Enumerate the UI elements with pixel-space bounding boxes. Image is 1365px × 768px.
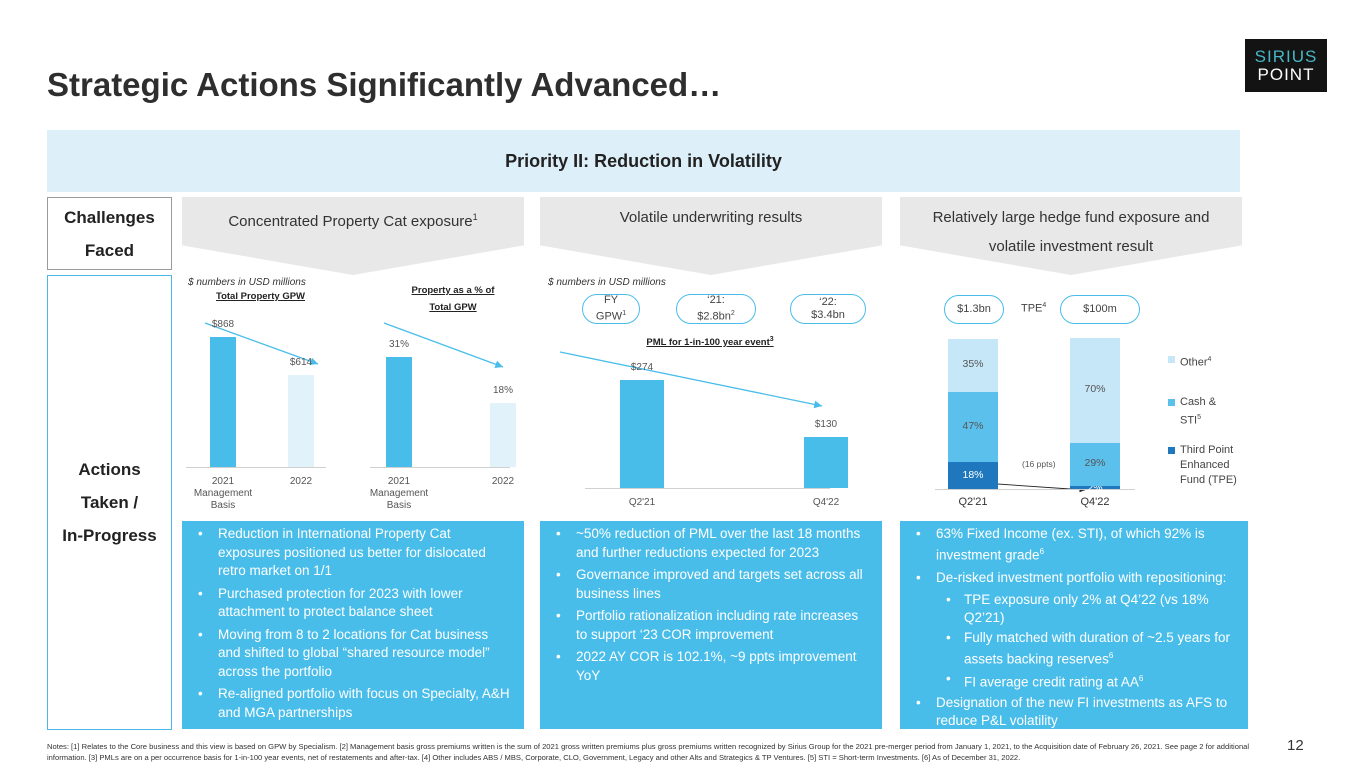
bar-1 (490, 403, 516, 467)
legend-item: Cash & STI5 (1180, 396, 1217, 427)
category-label: 2022 (289, 476, 313, 487)
actions-label-line1: Actions (78, 460, 141, 479)
category-label: 2021 Management Basis (193, 476, 253, 511)
bar-0 (386, 357, 412, 467)
slide-title: Strategic Actions Significantly Advanced… (47, 66, 722, 103)
stack-segment (1070, 337, 1120, 443)
category-label: Q2'21 (628, 497, 656, 508)
category-label: 2022 (491, 476, 515, 487)
legend-item: Other4 (1180, 356, 1212, 369)
stack-segment (948, 339, 998, 392)
chart-axis (585, 488, 830, 489)
trend-arrow-pml (559, 351, 823, 409)
trend-arrow-pct (383, 322, 504, 368)
data-label: $274 (630, 362, 654, 373)
stack-segment (1070, 486, 1120, 489)
segment-label: 35% (962, 358, 984, 371)
bar-0 (620, 380, 664, 488)
challenge-text-hedge-fund: Relatively large hedge fund exposure and… (932, 209, 1210, 255)
bullet-item: Moving from 8 to 2 locations for Cat bus… (194, 626, 512, 682)
legend-item: Third Point Enhanced Fund (TPE) (1180, 444, 1237, 486)
footnotes: Notes: [1] Relates to the Core business … (47, 742, 1250, 762)
segment-label: 47% (962, 419, 984, 432)
sirius-point-logo: SIRIUS POINT (1245, 39, 1327, 92)
bullet-item: 63% Fixed Income (ex. STI), of which 92%… (912, 525, 1236, 565)
segment-label: 29% (1084, 457, 1106, 470)
pill-100m: $100m (1060, 295, 1140, 324)
legend-swatch (1168, 356, 1175, 363)
stack-segment (948, 462, 998, 489)
actions-label: Actions Taken / In-Progress (47, 275, 172, 730)
pill-21-gpw: ‘21: $2.8bn2 (676, 294, 756, 324)
bar-1 (288, 375, 314, 467)
trend-arrow-gpw (204, 322, 319, 366)
logo-text-top: SIRIUS (1254, 46, 1318, 66)
challenges-label: Challenges Faced (47, 197, 172, 270)
pill-fy-gpw: FY GPW1 (582, 294, 640, 324)
bullets-underwriting: ~50% reduction of PML over the last 18 m… (540, 521, 882, 729)
bullet-item: De-risked investment portfolio with repo… (912, 569, 1236, 587)
pill-1-3bn: $1.3bn (944, 295, 1004, 324)
data-label: $614 (289, 357, 313, 369)
category-label: Q2'21 (958, 496, 988, 508)
bullet-item: Governance improved and targets set acro… (552, 566, 870, 603)
actions-label-line3: In-Progress (62, 526, 157, 545)
bullet-item: 2022 AY COR is 102.1%, ~9 ppts improveme… (552, 648, 870, 685)
data-label: 18% (492, 385, 513, 397)
bar-1 (804, 436, 848, 488)
bullet-item: Designation of the new FI investments as… (912, 694, 1236, 730)
sub-bullet-item: TPE exposure only 2% at Q4’22 (vs 18% Q2… (912, 591, 1236, 627)
segment-label: 70% (1084, 383, 1106, 395)
chart-axis (370, 467, 510, 468)
chart-axis (186, 467, 326, 468)
priority-banner: Priority II: Reduction in Volatility (47, 130, 1240, 192)
bullet-item: Purchased protection for 2023 with lower… (194, 585, 512, 622)
bullet-item: Portfolio rationalization including rate… (552, 607, 870, 644)
stack-segment (1070, 442, 1120, 486)
chart-title-total-property-gpw: Total Property GPW (215, 291, 306, 302)
ppts-note: (16 ppts) (1022, 459, 1056, 469)
bar-0 (210, 337, 236, 467)
stack-segment (948, 391, 998, 462)
bullet-item: Re-aligned portfolio with focus on Speci… (194, 685, 512, 722)
page-number: 12 (1287, 737, 1304, 754)
sub-bullet-item: Fully matched with duration of ~2.5 year… (912, 629, 1236, 669)
challenge-text-property-cat: Concentrated Property Cat exposure1 (228, 212, 478, 230)
legend-swatch (1168, 447, 1175, 454)
legend-swatch (1168, 399, 1175, 406)
challenge-text-underwriting: Volatile underwriting results (619, 209, 803, 226)
bullet-item: ~50% reduction of PML over the last 18 m… (552, 525, 870, 562)
challenge-chevron-property-cat: Concentrated Property Cat exposure1 (182, 197, 524, 275)
category-label: Q4'22 (812, 497, 840, 508)
actions-label-line2: Taken / (80, 493, 139, 512)
chart-title-property-pct: Property as a % of Total GPW (411, 285, 495, 313)
data-label: $868 (211, 319, 235, 330)
pill-22-gpw: ‘22: $3.4bn (790, 294, 866, 324)
bullet-item: Reduction in International Property Cat … (194, 525, 512, 581)
data-label: $130 (814, 418, 838, 430)
usd-note-col2: $ numbers in USD millions (548, 277, 666, 288)
data-label: 31% (388, 339, 409, 350)
bullets-hedge-fund: 63% Fixed Income (ex. STI), of which 92%… (900, 521, 1248, 729)
logo-text-bottom: POINT (1257, 64, 1315, 84)
challenges-label-line2: Faced (84, 240, 135, 260)
category-label: 2021 Management Basis (369, 476, 429, 511)
bullets-property-cat: Reduction in International Property Cat … (182, 521, 524, 729)
category-label: Q4'22 (1080, 496, 1110, 508)
segment-label: 18% (962, 468, 984, 481)
tpe-label: TPE4 (1021, 302, 1047, 315)
challenges-label-line1: Challenges (64, 207, 155, 227)
sub-bullet-item: FI average credit rating at AA6 (912, 670, 1236, 692)
usd-note-col1: $ numbers in USD millions (188, 277, 306, 288)
chart-title-pml: PML for 1-in-100 year event3 (646, 336, 774, 349)
chart-axis (935, 489, 1135, 490)
